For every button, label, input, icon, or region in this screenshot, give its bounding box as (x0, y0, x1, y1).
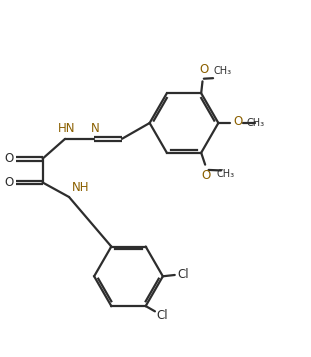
Text: Cl: Cl (177, 268, 189, 281)
Text: O: O (199, 63, 208, 76)
Text: N: N (91, 122, 100, 135)
Text: HN: HN (58, 122, 75, 135)
Text: O: O (202, 169, 211, 182)
Text: O: O (233, 115, 242, 128)
Text: NH: NH (72, 181, 89, 194)
Text: Cl: Cl (156, 309, 168, 322)
Text: CH₃: CH₃ (247, 118, 265, 128)
Text: O: O (5, 152, 14, 165)
Text: CH₃: CH₃ (216, 169, 234, 178)
Text: CH₃: CH₃ (214, 66, 232, 76)
Text: O: O (5, 176, 14, 189)
